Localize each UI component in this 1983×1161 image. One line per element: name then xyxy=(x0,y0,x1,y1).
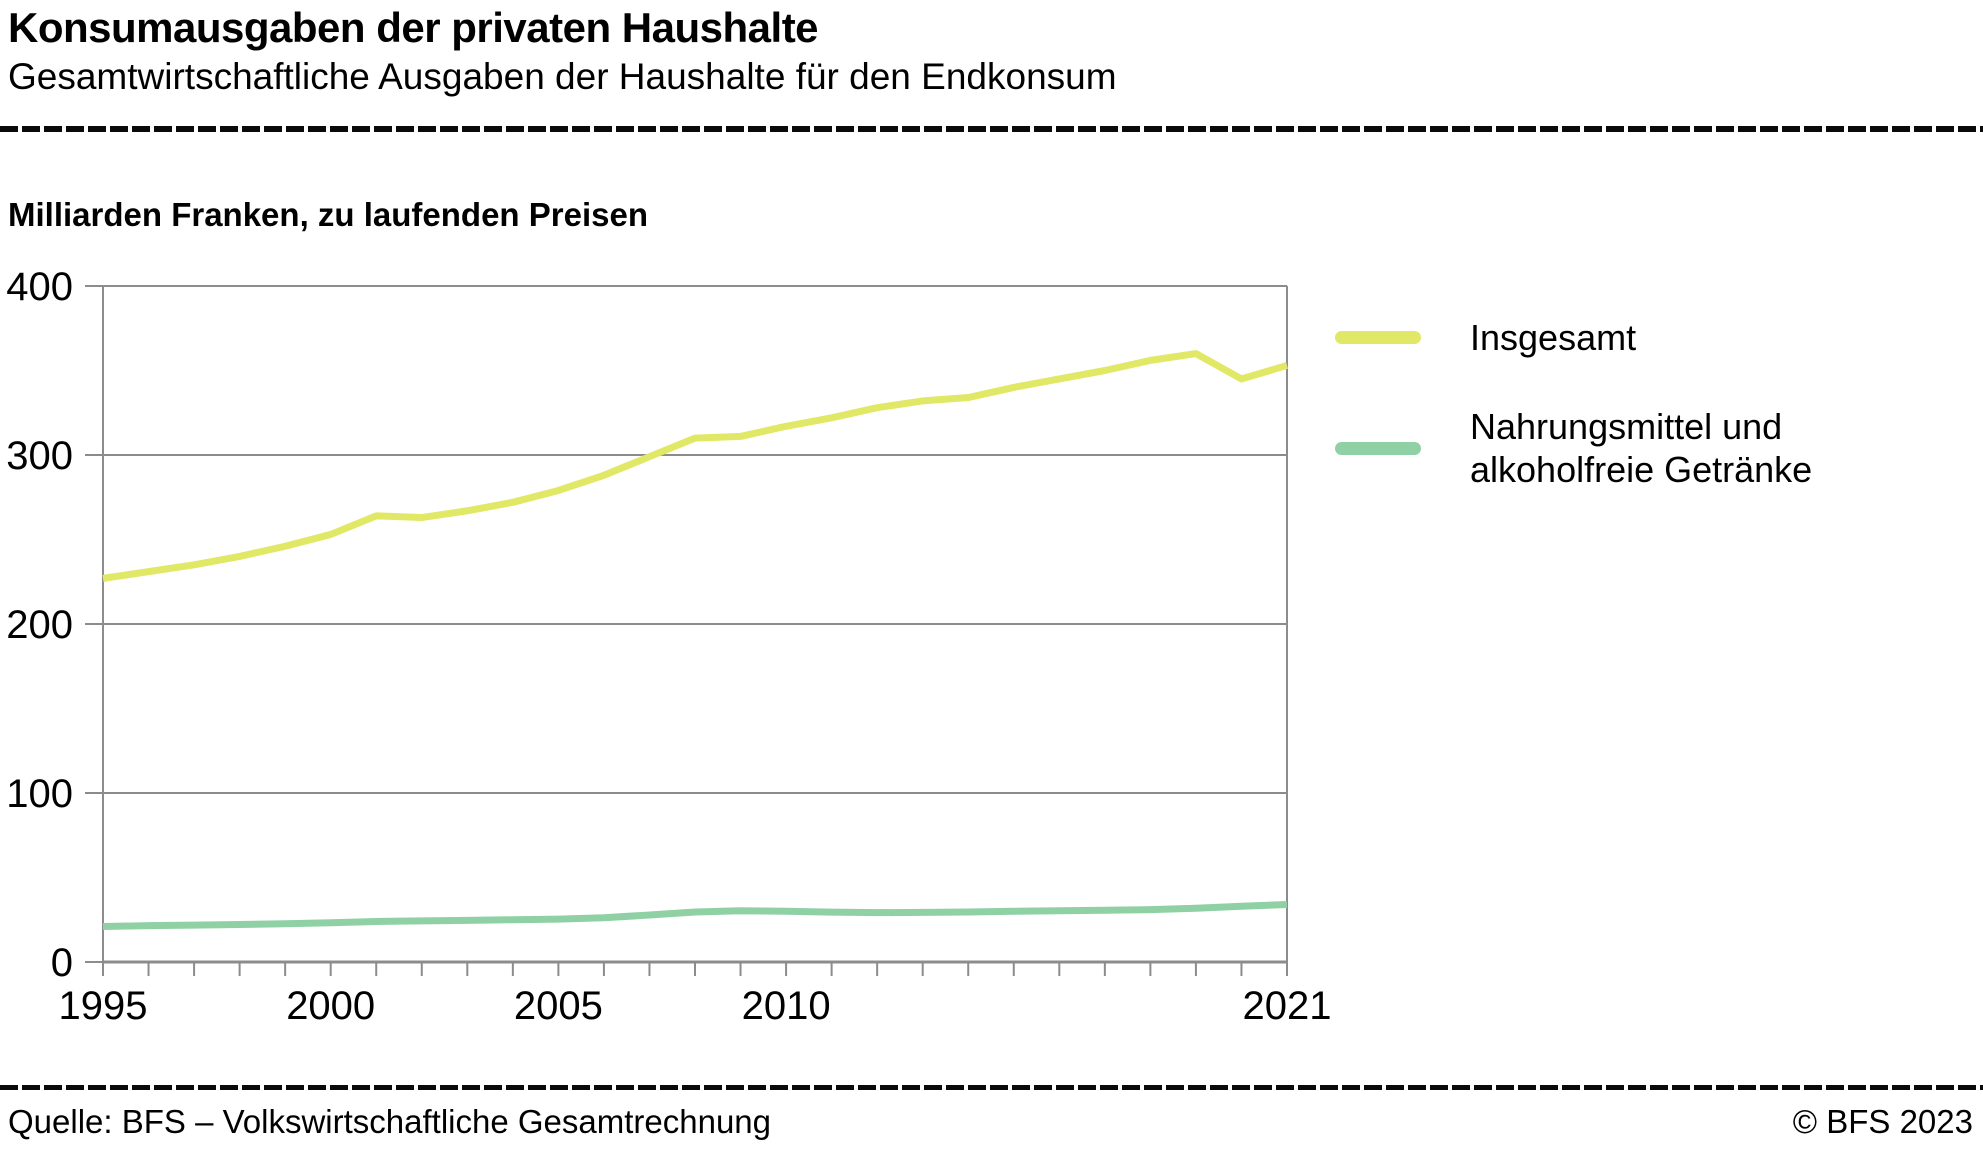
series-line-nahrungsmittel xyxy=(102,901,1288,931)
xtick-label-2010: 2010 xyxy=(742,984,831,1028)
header-divider xyxy=(0,126,1983,132)
ytick-label-100: 100 xyxy=(6,772,73,816)
page-title: Konsumausgaben der privaten Haushalte xyxy=(8,4,819,51)
copyright-note: © BFS 2023 xyxy=(1792,1103,1973,1140)
xtick-label-2021: 2021 xyxy=(1243,984,1332,1028)
series-line-insgesamt xyxy=(102,350,1288,582)
chart-legend: Insgesamt Nahrungsmittel und alkoholfrei… xyxy=(1335,316,1895,492)
legend-item-nahrungsmittel: Nahrungsmittel und alkoholfreie Getränke xyxy=(1335,405,1895,491)
ytick-label-400: 400 xyxy=(6,265,73,309)
xtick-label-1995: 1995 xyxy=(59,984,148,1028)
source-note: Quelle: BFS – Volkswirtschaftliche Gesam… xyxy=(8,1103,772,1140)
xtick-label-2005: 2005 xyxy=(514,984,603,1028)
chart-unit-label: Milliarden Franken, zu laufenden Preisen xyxy=(8,196,648,233)
footer-divider xyxy=(0,1085,1983,1090)
legend-swatch-insgesamt xyxy=(1335,331,1421,345)
ytick-label-0: 0 xyxy=(51,941,73,985)
legend-label: Nahrungsmittel und alkoholfreie Getränke xyxy=(1470,406,1813,491)
ytick-label-300: 300 xyxy=(6,434,73,478)
ytick-label-200: 200 xyxy=(6,603,73,647)
legend-item-insgesamt: Insgesamt xyxy=(1335,316,1895,359)
page-subtitle: Gesamtwirtschaftliche Ausgaben der Haush… xyxy=(8,56,1117,97)
legend-swatch-nahrungsmittel xyxy=(1335,441,1421,455)
xtick-label-2000: 2000 xyxy=(286,984,375,1028)
legend-label: Insgesamt xyxy=(1470,317,1637,358)
